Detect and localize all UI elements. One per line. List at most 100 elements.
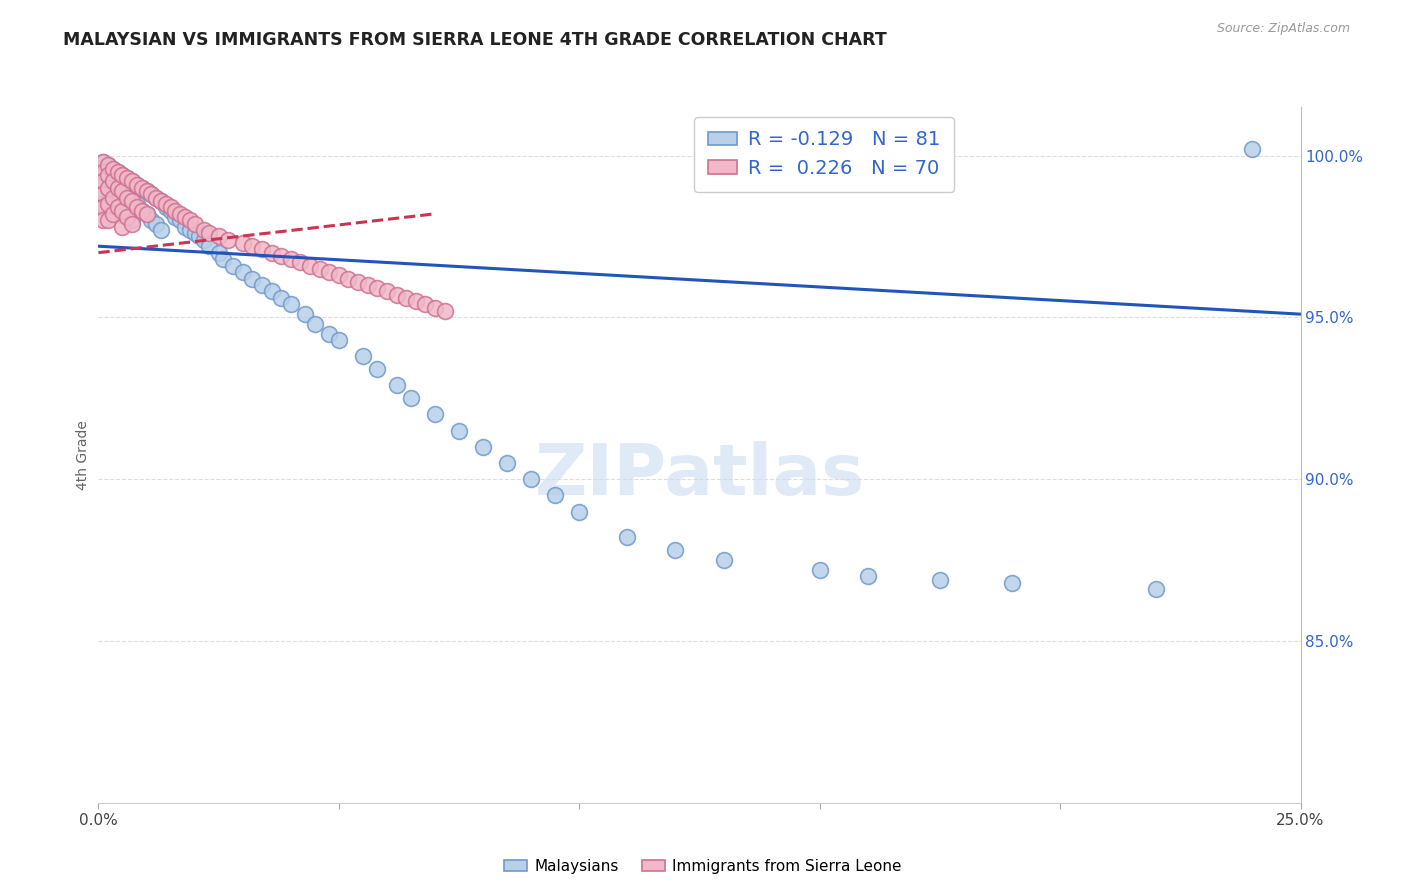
Point: [117, 191, 139, 205]
Point: [193, 223, 215, 237]
Point: [91, 187, 114, 202]
Point: [145, 217, 167, 231]
Point: [125, 200, 148, 214]
Point: [270, 249, 292, 263]
Point: [375, 285, 398, 299]
Point: [183, 217, 205, 231]
Point: [97, 158, 120, 172]
Point: [131, 181, 153, 195]
Point: [111, 181, 134, 195]
Point: [208, 245, 231, 260]
Point: [159, 203, 181, 218]
Point: [111, 184, 134, 198]
Point: [97, 197, 120, 211]
Point: [212, 252, 235, 267]
Point: [304, 317, 326, 331]
Point: [107, 165, 129, 179]
Text: ZIPatlas: ZIPatlas: [534, 442, 865, 510]
Point: [97, 168, 120, 182]
Point: [135, 207, 157, 221]
Point: [496, 456, 519, 470]
Point: [155, 197, 177, 211]
Point: [208, 229, 231, 244]
Point: [290, 255, 312, 269]
Point: [141, 187, 163, 202]
Point: [101, 161, 124, 176]
Point: [145, 191, 167, 205]
Point: [131, 203, 153, 218]
Text: Source: ZipAtlas.com: Source: ZipAtlas.com: [1216, 22, 1350, 36]
Point: [159, 200, 181, 214]
Point: [179, 223, 201, 237]
Point: [149, 194, 172, 208]
Text: MALAYSIAN VS IMMIGRANTS FROM SIERRA LEONE 4TH GRADE CORRELATION CHART: MALAYSIAN VS IMMIGRANTS FROM SIERRA LEON…: [63, 31, 887, 49]
Point: [928, 573, 950, 587]
Point: [141, 187, 163, 202]
Point: [131, 203, 153, 218]
Point: [155, 200, 177, 214]
Point: [97, 194, 120, 208]
Point: [101, 187, 124, 202]
Point: [240, 239, 263, 253]
Point: [149, 223, 172, 237]
Point: [97, 181, 120, 195]
Point: [616, 531, 638, 545]
Point: [121, 213, 143, 227]
Point: [1241, 142, 1264, 156]
Point: [117, 187, 139, 202]
Point: [328, 333, 350, 347]
Point: [328, 268, 350, 283]
Point: [101, 200, 124, 214]
Point: [222, 259, 245, 273]
Point: [149, 194, 172, 208]
Point: [447, 424, 470, 438]
Point: [544, 488, 567, 502]
Legend: R = -0.129   N = 81, R =  0.226   N = 70: R = -0.129 N = 81, R = 0.226 N = 70: [695, 117, 955, 192]
Point: [260, 285, 283, 299]
Point: [294, 307, 316, 321]
Point: [405, 294, 427, 309]
Point: [174, 219, 197, 234]
Point: [169, 207, 191, 221]
Point: [232, 235, 254, 250]
Point: [121, 174, 143, 188]
Point: [101, 207, 124, 221]
Point: [101, 191, 124, 205]
Point: [111, 219, 134, 234]
Point: [107, 165, 129, 179]
Point: [357, 278, 380, 293]
Point: [240, 271, 263, 285]
Point: [107, 207, 129, 221]
Point: [856, 569, 879, 583]
Point: [399, 392, 422, 406]
Point: [423, 301, 446, 315]
Point: [1001, 575, 1024, 590]
Point: [125, 178, 148, 192]
Point: [121, 217, 143, 231]
Point: [107, 200, 129, 214]
Point: [107, 191, 129, 205]
Point: [347, 275, 370, 289]
Point: [270, 291, 292, 305]
Point: [520, 472, 543, 486]
Point: [260, 245, 283, 260]
Point: [188, 229, 211, 244]
Point: [808, 563, 831, 577]
Point: [141, 213, 163, 227]
Point: [97, 168, 120, 182]
Point: [91, 197, 114, 211]
Point: [91, 200, 114, 214]
Point: [117, 203, 139, 218]
Point: [664, 543, 686, 558]
Point: [91, 155, 114, 169]
Point: [217, 233, 239, 247]
Point: [250, 243, 273, 257]
Point: [111, 197, 134, 211]
Point: [423, 408, 446, 422]
Point: [117, 171, 139, 186]
Point: [111, 168, 134, 182]
Point: [472, 440, 495, 454]
Point: [169, 213, 191, 227]
Point: [250, 278, 273, 293]
Point: [107, 178, 129, 192]
